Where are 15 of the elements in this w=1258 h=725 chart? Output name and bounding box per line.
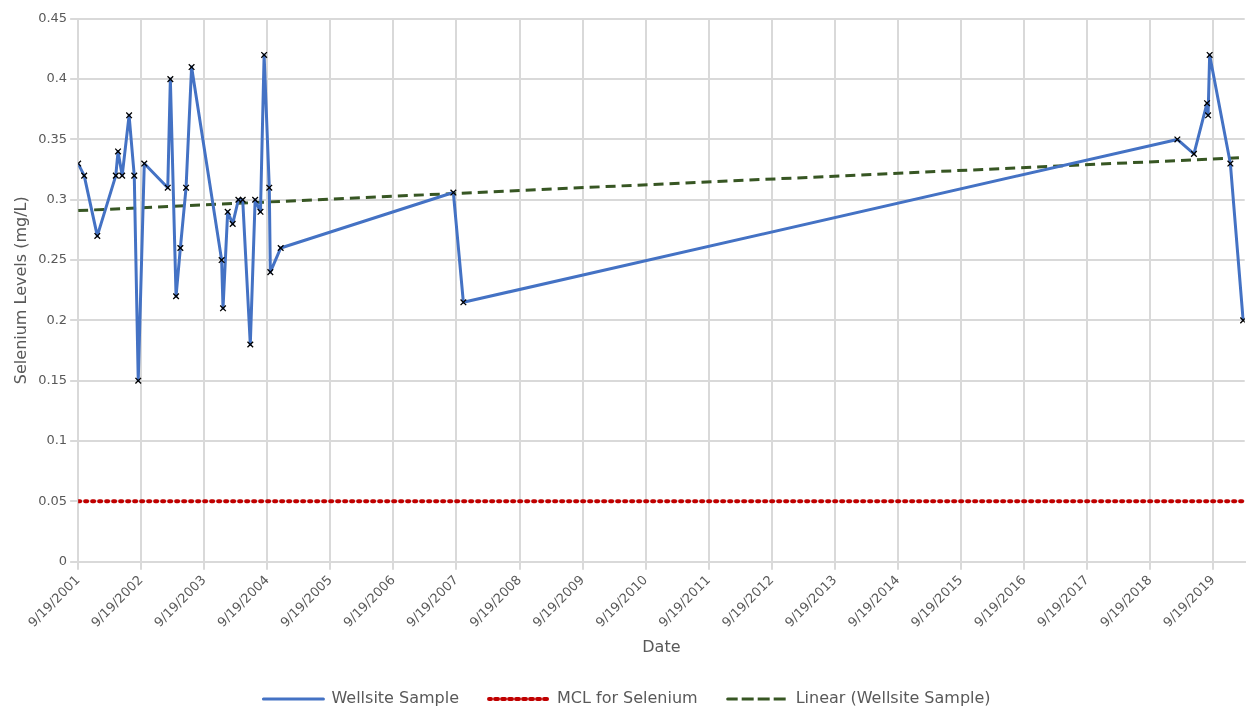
y-tick-label: 0.4 [46,70,68,86]
x-axis-title: Date [642,636,681,656]
y-tick-label: 0.05 [38,492,68,508]
y-tick-label: 0.1 [46,432,68,448]
legend-label: Wellsite Sample [331,688,460,708]
y-tick-label: 0.2 [46,311,68,327]
y-axis-title: Selenium Levels (mg/L) [10,196,30,385]
legend-label: MCL for Selenium [557,688,698,708]
y-tick-label: 0.3 [46,191,68,207]
y-tick-label: 0.25 [38,251,68,267]
y-tick-label: 0 [58,553,68,569]
y-tick-label: 0.35 [38,130,68,146]
y-tick-label: 0.15 [38,372,68,388]
legend-label: Linear (Wellsite Sample) [795,688,991,708]
y-tick-label: 0.45 [38,10,68,26]
